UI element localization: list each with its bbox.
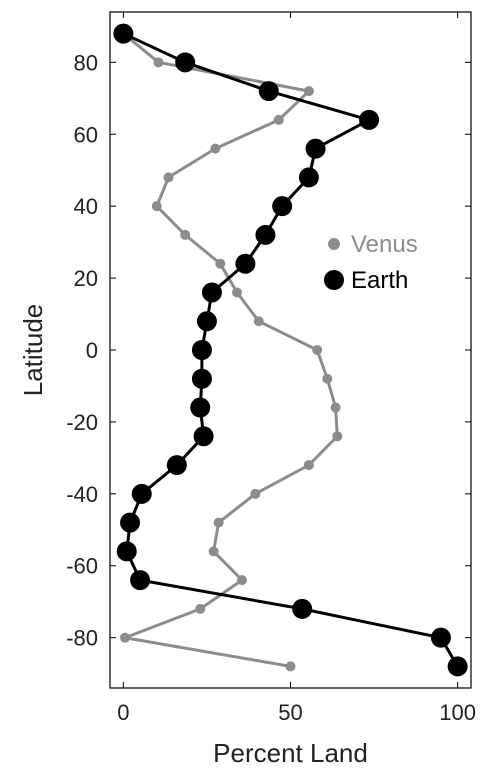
data-point-earth [258, 81, 279, 102]
data-point-earth [255, 224, 276, 245]
y-axis-title: Latitude [18, 304, 48, 397]
data-point-venus [120, 632, 131, 643]
data-point-earth [116, 541, 137, 562]
data-point-venus [253, 316, 264, 327]
y-tick-label: 60 [74, 122, 98, 147]
data-point-earth [359, 109, 380, 130]
y-tick-label: 40 [74, 194, 98, 219]
legend-label-earth: Earth [351, 267, 408, 294]
y-tick-label: 0 [86, 338, 98, 363]
x-tick-label: 0 [117, 700, 129, 725]
legend-marker-earth [324, 270, 344, 290]
x-tick-label: 50 [278, 700, 302, 725]
data-point-earth [131, 483, 152, 504]
data-point-venus [215, 258, 226, 269]
data-point-earth [196, 311, 217, 332]
data-point-venus [180, 229, 191, 240]
data-point-earth [235, 253, 256, 274]
legend-label-venus: Venus [351, 231, 418, 258]
data-point-venus [232, 287, 243, 298]
legend: Venus Earth [324, 231, 418, 294]
series-line-earth [122, 32, 459, 668]
data-point-venus [285, 661, 296, 672]
y-tick-label: 20 [74, 266, 98, 291]
data-point-earth [191, 340, 212, 360]
data-point-earth [430, 627, 451, 648]
data-point-venus [332, 431, 343, 442]
data-point-venus [195, 603, 206, 614]
series-line-venus [122, 32, 339, 668]
data-point-venus [237, 575, 248, 586]
data-point-venus [312, 345, 323, 355]
data-point-earth [305, 138, 326, 159]
data-point-venus [208, 546, 219, 557]
data-point-venus [303, 86, 314, 97]
data-point-venus [151, 201, 162, 212]
data-point-earth [175, 52, 196, 73]
y-tick-label: 80 [74, 50, 98, 75]
data-point-venus [250, 488, 261, 499]
data-point-venus [303, 460, 314, 471]
legend-marker-venus [328, 238, 340, 250]
data-point-earth [120, 512, 141, 533]
data-point-earth [298, 167, 319, 188]
series-earth [113, 23, 468, 677]
series-venus [118, 28, 343, 672]
data-point-earth [190, 397, 211, 418]
data-point-venus [153, 57, 164, 68]
y-tick-label: -80 [66, 626, 98, 651]
y-tick-label: -20 [66, 410, 98, 435]
y-tick-label: -60 [66, 554, 98, 579]
data-point-earth [113, 23, 134, 44]
data-point-earth [166, 455, 187, 476]
plot-frame [109, 11, 472, 689]
data-point-venus [322, 373, 333, 384]
y-tick-label: -40 [66, 482, 98, 507]
data-point-earth [193, 426, 214, 447]
data-point-earth [201, 282, 222, 303]
data-point-earth [447, 656, 468, 677]
data-point-venus [210, 143, 221, 154]
data-point-earth [292, 598, 313, 619]
x-tick-label: 100 [439, 700, 476, 725]
data-point-venus [163, 172, 174, 183]
data-point-earth [272, 196, 293, 217]
data-point-earth [191, 368, 212, 389]
data-point-venus [330, 402, 341, 413]
data-point-venus [213, 517, 224, 528]
data-point-venus [273, 114, 284, 125]
data-point-earth [130, 570, 151, 591]
axes: 0 50 100 80 60 40 20 0 -20 -40 -60 -80 [66, 11, 476, 725]
x-axis-title: Percent Land [213, 738, 368, 768]
plot-area [113, 23, 468, 677]
